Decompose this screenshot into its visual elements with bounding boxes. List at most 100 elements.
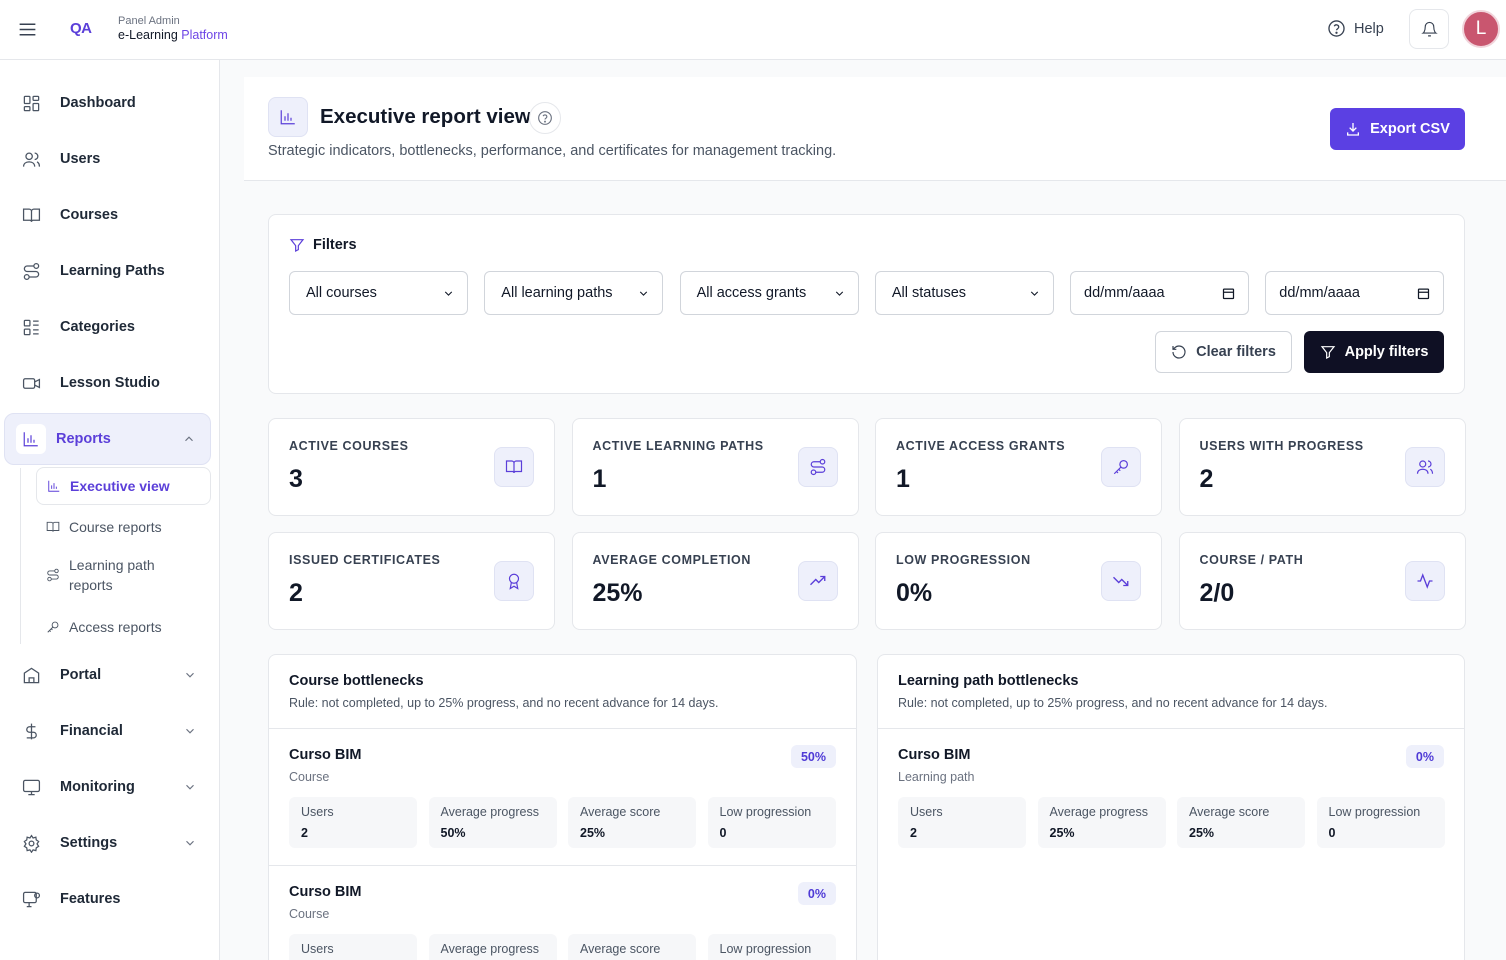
help-text: Help [1354,20,1384,37]
kpi-label: LOW PROGRESSION [896,553,1031,567]
stat-box: Average score 25% [1177,797,1305,848]
page-icon [268,97,308,137]
bell-icon [1421,21,1438,38]
stat-label: Users [301,805,334,819]
menu-button[interactable] [17,19,38,40]
bottleneck-title: Learning path bottlenecks [898,673,1079,689]
stat-label: Average progress [440,805,539,819]
filters-title: Filters [313,237,357,253]
nav-item[interactable]: Settings [4,821,211,865]
item-type: Course [289,907,330,921]
nav-label: Categories [60,319,135,335]
date-input[interactable]: dd/mm/aaaa [1265,271,1445,315]
kpi-label: ACTIVE ACCESS GRANTS [896,439,1066,453]
help-icon [537,110,553,126]
stat-box: Users [289,934,417,960]
kpi-label: ACTIVE LEARNING PATHS [592,439,764,453]
panel-label: Panel Admin [118,15,180,27]
kpi-label: ISSUED CERTIFICATES [289,553,441,567]
bottleneck-card: Learning path bottlenecks Rule: not compl… [877,654,1465,960]
submenu-label: Executive view [70,478,170,494]
kpi-value: 2 [1199,465,1214,493]
kpi-label: USERS WITH PROGRESS [1199,439,1364,453]
kpi-value: 25% [592,579,643,607]
stat-value: 25% [1049,826,1075,840]
stat-label: Average progress [1049,805,1148,819]
nav-item[interactable]: Features [4,877,211,921]
nav-item[interactable]: Lesson Studio [4,361,211,405]
bottleneck-title: Course bottlenecks [289,673,424,689]
sidebar: Dashboard Users Courses Learning Paths Categ… [0,60,220,960]
apply-text: Apply filters [1344,344,1429,360]
kpi-card: ACTIVE COURSES 3 [268,418,555,516]
stat-label: Low progression [1328,805,1421,819]
icon [442,287,455,300]
submenu-item-active[interactable]: Executive view [36,467,211,505]
nav-item[interactable]: Categories [4,305,211,349]
clear-text: Clear filters [1196,344,1276,360]
icon [1028,287,1041,300]
submenu-item[interactable]: Learning path reports [36,547,211,603]
submenu-line [20,468,21,644]
stat-box: Low progression 0 [1316,797,1445,848]
select-value: All courses [306,285,377,301]
stat-value: 25% [580,826,606,840]
item-badge: 0% [797,882,836,905]
select[interactable]: All learning paths [484,271,664,315]
export-button[interactable]: Export CSV [1330,108,1465,150]
nav-item-active[interactable]: Reports [4,413,211,465]
icon [46,568,60,582]
select[interactable]: All courses [289,271,468,315]
help-link[interactable]: Help [1327,19,1384,38]
submenu-item[interactable]: Access reports [36,609,211,645]
icon [183,668,197,682]
brand-prefix: e-Learning [118,28,178,42]
select[interactable]: All access grants [679,271,859,315]
nav-item[interactable]: Portal [4,653,211,697]
kpi-card: ACTIVE ACCESS GRANTS 1 [875,418,1162,516]
nav-item[interactable]: Courses [4,193,211,237]
date-input[interactable]: dd/mm/aaaa [1070,271,1249,315]
clear-filters-button[interactable]: Clear filters [1155,331,1292,373]
nav-item[interactable]: Monitoring [4,765,211,809]
info-button[interactable] [529,102,561,134]
nav-item[interactable]: Learning Paths [4,249,211,293]
bottleneck-card: Course bottlenecks Rule: not completed, u… [268,654,857,960]
kpi-value: 2/0 [1199,579,1235,607]
icon [833,287,846,300]
select-value: All learning paths [501,285,613,301]
stat-label: Average score [1189,805,1270,819]
page-header: Executive report view Strategic indicato… [244,77,1506,181]
icon [22,94,41,113]
nav-item[interactable]: Dashboard [4,81,211,125]
icon [809,572,827,590]
submenu-label: Learning path reports [69,557,155,593]
kpi-label: ACTIVE COURSES [289,439,409,453]
notifications-button[interactable] [1409,9,1449,49]
icon [22,722,41,741]
icon [637,287,650,300]
stat-box: Low progression [707,934,836,960]
item-badge: 0% [1405,745,1444,768]
kpi-icon [494,561,534,601]
apply-filters-button[interactable]: Apply filters [1304,331,1444,373]
item-badge: 50% [790,745,836,768]
kpi-icon [494,447,534,487]
nav-item[interactable]: Users [4,137,211,181]
icon [22,778,41,797]
select[interactable]: All statuses [874,271,1054,315]
icon [1416,572,1434,590]
submenu-label: Access reports [69,619,162,635]
submenu-item[interactable]: Course reports [36,509,211,545]
icon [1112,458,1130,476]
avatar[interactable]: L [1462,10,1500,48]
kpi-value: 3 [289,465,303,493]
stat-label: Users [301,942,334,956]
item-name: Curso BIM [289,747,362,763]
brand: e-Learning Platform [118,28,228,42]
kpi-card: ACTIVE LEARNING PATHS 1 [571,418,859,516]
nav-label: Dashboard [60,95,136,111]
select-value: All statuses [891,285,967,301]
nav-item[interactable]: Financial [4,709,211,753]
stat-box: Average progress 25% [1037,797,1166,848]
